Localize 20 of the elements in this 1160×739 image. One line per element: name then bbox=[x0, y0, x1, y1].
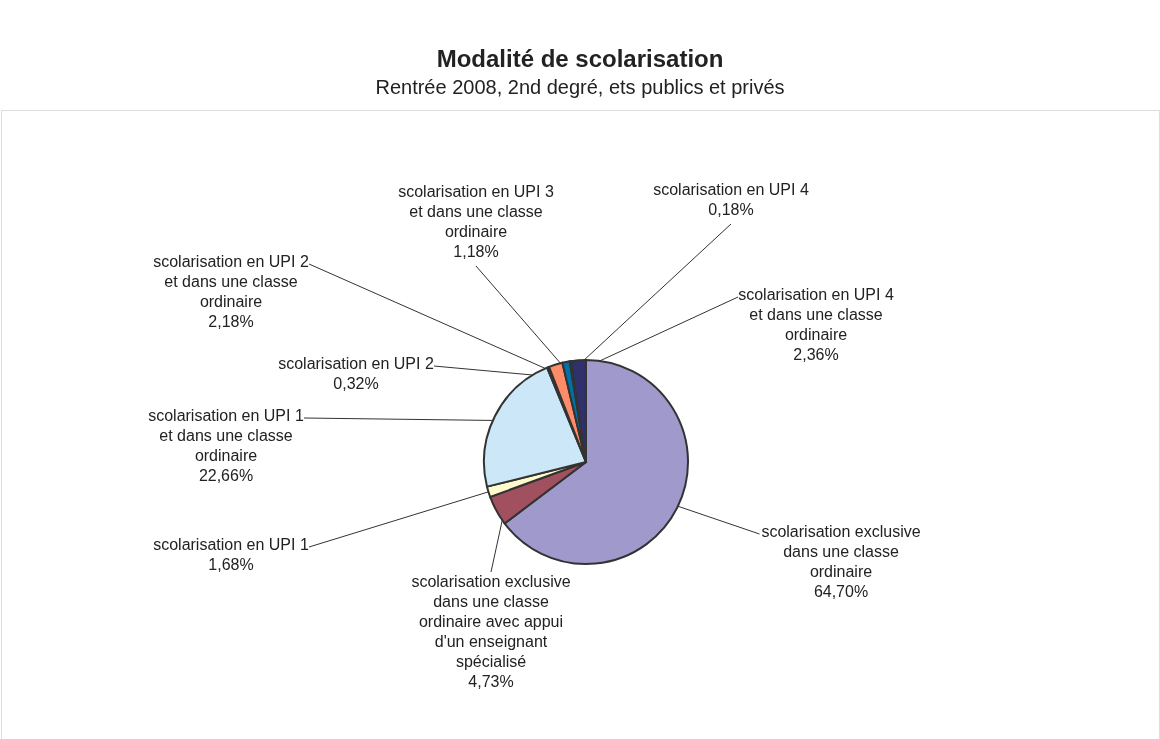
slice-label: scolarisation en UPI 2 bbox=[278, 355, 434, 372]
data-label: 1,18% bbox=[453, 243, 499, 260]
data-label: 2,18% bbox=[208, 313, 254, 330]
data-label: 22,66% bbox=[198, 467, 254, 484]
slice-label: scolarisation exclusive dans une classe ordinaire bbox=[761, 523, 921, 580]
slice-label: scolarisation en UPI 1 et dans une classe ordinaire bbox=[148, 407, 304, 464]
data-label: 64,70% bbox=[813, 583, 869, 600]
data-label: 0,18% bbox=[708, 201, 754, 218]
data-label: 4,73% bbox=[468, 673, 514, 690]
slice-label: scolarisation en UPI 2 et dans une classe ordinaire bbox=[153, 253, 309, 310]
data-label: 1,68% bbox=[208, 556, 254, 573]
data-label: 2,36% bbox=[793, 346, 839, 363]
data-label: 0,32% bbox=[333, 375, 379, 392]
chart-title: Modalité de scolarisation bbox=[436, 45, 724, 72]
chart-subtitle: Rentrée 2008, 2nd degré, ets publics et privés bbox=[375, 76, 785, 98]
slice-label: scolarisation en UPI 4 et dans une classe ordinaire bbox=[738, 286, 894, 343]
slice-label: scolarisation en UPI 4 bbox=[653, 181, 809, 198]
slice-label: scolarisation exclusive dans une classe ordinaire avec appui d'un enseignant spécialisé bbox=[411, 573, 571, 670]
slice-label: scolarisation en UPI 3 et dans une classe ordinaire bbox=[398, 183, 554, 240]
slice-label: scolarisation en UPI 1 bbox=[153, 536, 309, 553]
